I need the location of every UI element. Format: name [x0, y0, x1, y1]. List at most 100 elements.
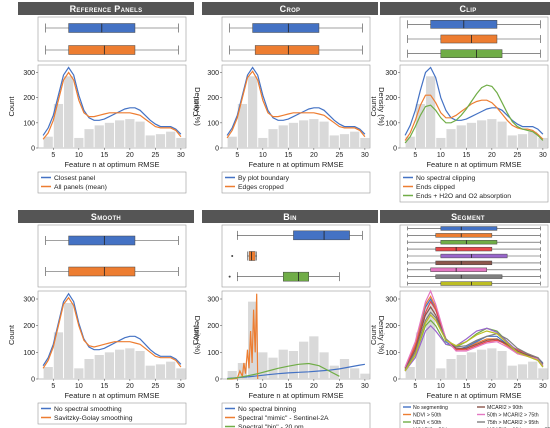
y-tick-label: 300	[23, 297, 35, 304]
x-tick-label: 5	[235, 152, 239, 159]
box-iqr	[248, 251, 256, 261]
panel-header	[380, 2, 550, 15]
hist-bar	[145, 365, 155, 379]
hist-bar	[268, 129, 278, 148]
kde-line	[227, 362, 340, 380]
hist-bar	[415, 103, 426, 148]
legend-label: NDVI > 50th	[413, 413, 442, 419]
x-axis-label: Feature n at optimum RMSE	[248, 160, 343, 169]
x-tick-label: 10	[259, 152, 267, 159]
kde-line	[404, 300, 544, 369]
y-tick-label: 200	[207, 323, 219, 330]
hist-bar	[278, 125, 288, 148]
legend-label: Spectral "mimic" - Sentinel-2A	[238, 415, 329, 422]
x-tick-label: 20	[126, 152, 134, 159]
x-tick-label: 15	[100, 383, 108, 390]
legend-box	[221, 171, 371, 194]
x-tick-label: 25	[335, 152, 343, 159]
y-tick-label: 0	[215, 146, 219, 153]
box-iqr	[435, 260, 493, 266]
hist-bar	[436, 368, 446, 379]
x-tick-label: 30	[361, 152, 369, 159]
x-tick-label: 5	[235, 383, 239, 390]
legend-label: Spectral "bin" - 20 nm	[238, 424, 304, 428]
hist-bar	[94, 125, 104, 148]
hist-bar	[487, 119, 497, 148]
hist-bar	[299, 341, 309, 379]
panel-title: Bin	[283, 212, 296, 222]
hist-bar	[446, 129, 456, 148]
y-tick-label: 100	[207, 120, 219, 127]
legend-label: Ends + H2O and O2 absorption	[416, 193, 511, 200]
x-tick-label: 5	[413, 152, 417, 159]
y-tick-label: 0	[215, 377, 219, 384]
hist-bar	[155, 134, 166, 148]
x-tick-label: 30	[177, 152, 185, 159]
x-tick-label: 25	[335, 383, 343, 390]
x-tick-label: 25	[513, 383, 521, 390]
kde-line	[42, 71, 182, 140]
hist-bar	[329, 365, 339, 379]
legend-label: No spectral smoothing	[54, 406, 122, 413]
box-iqr	[435, 246, 493, 252]
hist-bar	[517, 364, 528, 379]
y-axis-label-count: Count	[7, 96, 16, 117]
kde-line	[226, 66, 366, 136]
hist-bar	[227, 371, 237, 379]
x-tick-label: 25	[513, 152, 521, 159]
kde-line	[404, 311, 544, 371]
hist-bar	[125, 348, 135, 379]
hist-bar	[53, 332, 64, 379]
hist-bar	[350, 368, 360, 379]
hist-bar	[426, 76, 436, 148]
y-tick-label: 0	[393, 377, 397, 384]
legend-box	[37, 402, 187, 425]
y-axis-label-density: Density (%)	[377, 316, 386, 355]
kde-line	[42, 66, 182, 136]
hist-bar	[517, 134, 528, 148]
hist-bar	[268, 357, 278, 379]
y-axis-label-count: Count	[7, 324, 16, 345]
hist-bar	[166, 361, 176, 379]
legend-label: 50th > MCARI2 > 75th	[487, 413, 539, 419]
hist-bar	[360, 373, 370, 379]
kde-line	[404, 289, 544, 368]
y-tick-label: 100	[23, 350, 35, 357]
hist-bar	[309, 119, 319, 148]
y-tick-label: 200	[207, 95, 219, 102]
box-iqr	[430, 267, 488, 272]
x-tick-label: 30	[361, 383, 369, 390]
hist-bar	[497, 121, 507, 148]
hist-bar	[405, 136, 415, 148]
hist-bar	[415, 332, 426, 379]
hist-bar	[299, 120, 309, 148]
x-tick-label: 25	[151, 383, 159, 390]
y-tick-label: 200	[385, 95, 397, 102]
legend-label: No segmenting	[413, 405, 448, 411]
x-tick-label: 10	[75, 152, 83, 159]
box-iqr	[440, 34, 498, 44]
x-axis-label: Feature n at optimum RMSE	[64, 391, 159, 400]
x-tick-label: 15	[284, 152, 292, 159]
x-tick-label: 10	[75, 383, 83, 390]
hist-bar	[104, 352, 115, 379]
legend-box	[399, 402, 549, 428]
hist-bar	[339, 134, 350, 148]
hist-bar	[477, 120, 487, 148]
x-tick-label: 5	[413, 383, 417, 390]
box-iqr	[440, 226, 498, 231]
kde-line	[42, 292, 182, 367]
hist-bar	[319, 121, 329, 148]
hist-bar	[278, 349, 288, 379]
box-iqr	[440, 281, 493, 286]
hist-bar	[497, 351, 507, 379]
panel-title: Clip	[459, 4, 476, 14]
y-tick-label: 200	[23, 95, 35, 102]
kde-line	[404, 297, 544, 369]
y-tick-label: 300	[207, 70, 219, 77]
boxplot-frame	[37, 224, 187, 288]
